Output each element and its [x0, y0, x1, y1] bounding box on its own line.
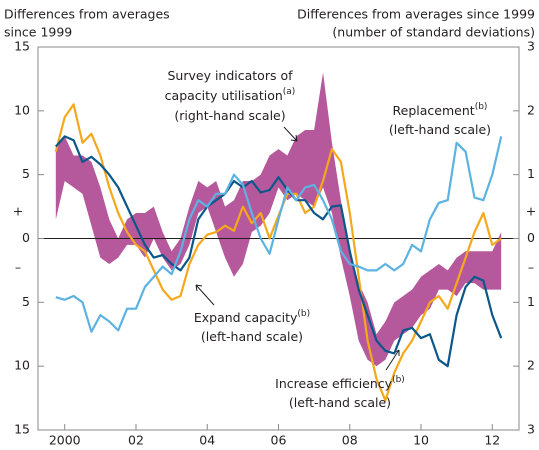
survey-band	[55, 72, 502, 367]
series-line	[54, 135, 503, 368]
annotation-text: (right-hand scale)	[174, 108, 285, 123]
x-tick-label: 12	[484, 433, 500, 448]
y-axis-title: Differences from averages	[4, 7, 170, 22]
x-tick-label: 04	[199, 433, 215, 448]
annotation-superscript: (b)	[475, 102, 488, 112]
annotation: (left-hand scale)	[389, 122, 491, 137]
y2-tick-label: 2	[527, 102, 535, 117]
y2-tick-label: 3	[527, 422, 535, 437]
x-tick-label: 2000	[49, 433, 81, 448]
x-tick-label: 02	[128, 433, 144, 448]
annotation: Survey indicators of	[167, 68, 293, 83]
annotation: (right-hand scale)	[174, 108, 285, 123]
sign-label: +	[526, 204, 536, 219]
annotation-text: Increase efficiency	[275, 376, 392, 391]
sign-label: –	[15, 260, 21, 275]
y2-axis-title: (number of standard deviations)	[332, 25, 535, 40]
arrow-head	[290, 134, 298, 142]
arrow	[385, 349, 400, 371]
sign-label: +	[13, 204, 23, 219]
y2-tick-label: 1	[527, 294, 535, 309]
sign-label: –	[528, 260, 534, 275]
y2-tick-label: 1	[527, 166, 535, 181]
y-tick-label: 10	[14, 102, 30, 117]
series-line	[55, 136, 503, 333]
annotation-text: Expand capacity	[194, 310, 298, 325]
arrow	[195, 284, 215, 306]
y-tick-label: 15	[14, 422, 30, 437]
x-tick-label: 06	[271, 433, 287, 448]
x-tick-label: 10	[413, 433, 429, 448]
arrow-head	[195, 284, 203, 292]
y2-axis-title: Differences from averages since 1999	[297, 7, 535, 22]
y-axis-title: since 1999	[4, 25, 72, 40]
annotation-text: Replacement	[393, 103, 475, 118]
annotation-text: capacity utilisation	[165, 88, 283, 103]
annotation-superscript: (b)	[297, 309, 310, 319]
arrow	[283, 126, 298, 142]
x-tick-label: 08	[342, 433, 358, 448]
arrows	[195, 126, 400, 371]
annotation-text: (left-hand scale)	[389, 122, 491, 137]
y-tick-label: 5	[22, 166, 30, 181]
annotation: capacity utilisation(a)	[165, 87, 296, 103]
y-tick-label: 5	[22, 294, 30, 309]
y-tick-label: 10	[14, 358, 30, 373]
y2-tick-label: 2	[527, 358, 535, 373]
annotation: (left-hand scale)	[289, 395, 391, 410]
annotation: (left-hand scale)	[201, 329, 303, 344]
annotation: Increase efficiency(b)	[275, 375, 405, 391]
y2-tick-label: 0	[527, 230, 535, 245]
annotation-text: (left-hand scale)	[201, 329, 303, 344]
y-tick-label: 15	[14, 39, 30, 54]
series-line	[54, 103, 502, 402]
annotation: Replacement(b)	[393, 102, 488, 118]
y-tick-label: 0	[22, 230, 30, 245]
annotation-superscript: (b)	[392, 375, 405, 385]
annotation: Expand capacity(b)	[194, 309, 310, 325]
annotation-text: (left-hand scale)	[289, 395, 391, 410]
annotation-superscript: (a)	[283, 87, 296, 97]
y2-tick-label: 3	[527, 39, 535, 54]
annotation-text: Survey indicators of	[167, 68, 293, 83]
